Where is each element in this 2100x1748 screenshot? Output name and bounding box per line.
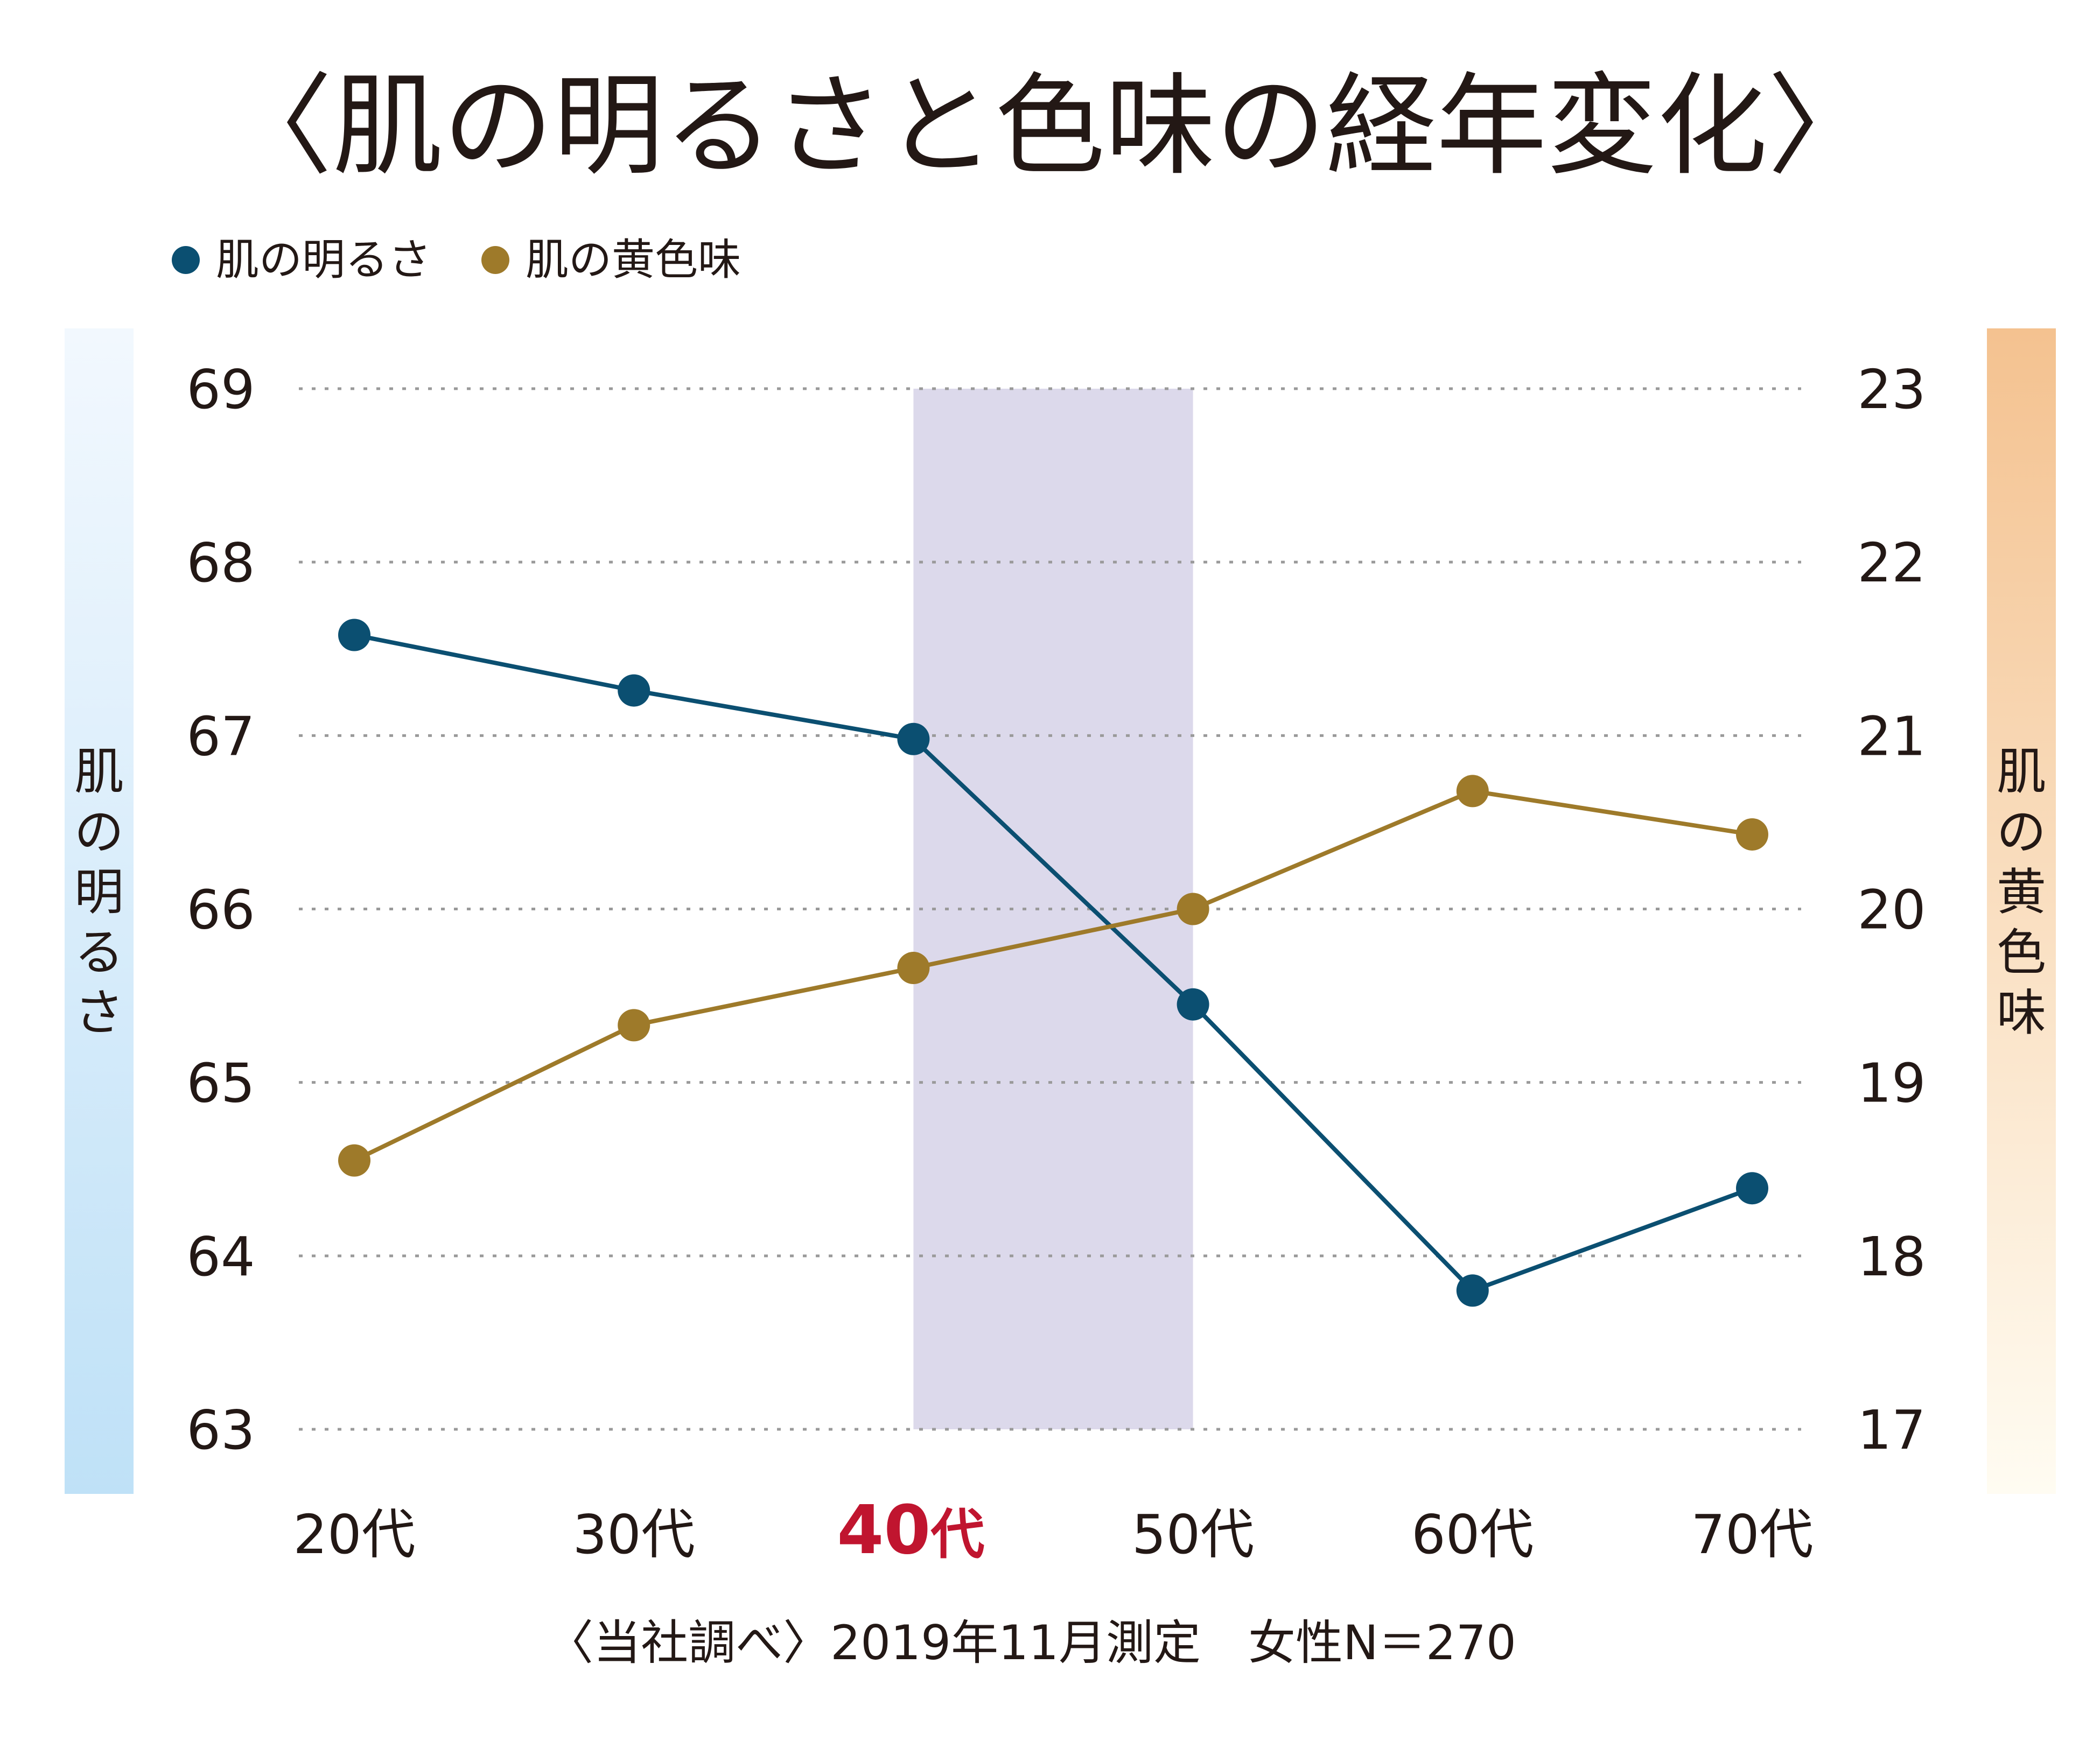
legend: 肌の明るさ 肌の黄色味 [172, 235, 741, 285]
x-tick-label: 40代 [837, 1491, 984, 1569]
data-point [338, 619, 370, 651]
axis-title-char: 肌 [74, 743, 124, 801]
x-tick-label: 70代 [1691, 1503, 1813, 1566]
axis-title-char: 黄 [1997, 864, 2046, 921]
series-line [353, 789, 1753, 1163]
x-tick-label: 60代 [1411, 1503, 1534, 1566]
right-tick-label: 20 [1857, 879, 1926, 942]
axis-title-char: 明 [74, 864, 124, 921]
x-tick-label: 30代 [573, 1503, 695, 1566]
left-axis-title: 肌の明るさ [74, 743, 124, 1042]
highlight-band [913, 389, 1193, 1429]
axis-title-char: さ [74, 984, 124, 1042]
data-point [1456, 775, 1489, 808]
axis-title-char: 味 [1997, 984, 2046, 1042]
data-point [1177, 893, 1209, 925]
legend-marker [481, 246, 509, 274]
right-tick-label: 17 [1857, 1399, 1926, 1462]
axis-title-char: の [74, 803, 124, 861]
right-axis-band [1987, 328, 2056, 1494]
data-point [897, 722, 930, 755]
left-tick-label: 65 [186, 1052, 255, 1115]
legend-marker [172, 246, 200, 274]
right-axis-title: 肌の黄色味 [1997, 743, 2046, 1042]
data-point [1736, 818, 1768, 851]
left-tick-label: 67 [186, 705, 255, 768]
left-axis-band [65, 328, 134, 1494]
axis-title-char: の [1997, 803, 2046, 861]
axis-title-char: 肌 [1997, 743, 2046, 801]
left-tick-label: 63 [186, 1399, 255, 1462]
chart-title: 〈肌の明るさと色味の経年変化〉 [222, 62, 1878, 191]
left-tick-label: 64 [186, 1225, 255, 1288]
data-point [338, 1144, 370, 1177]
axis-title-char: る [74, 924, 124, 981]
x-tick-label: 20代 [293, 1503, 415, 1566]
data-point [618, 1009, 650, 1042]
data-point [618, 674, 650, 707]
right-tick-label: 19 [1857, 1052, 1926, 1115]
footnote: 〈当社調べ〉2019年11月測定 女性N＝270 [546, 1615, 1516, 1670]
x-tick-label: 50代 [1132, 1503, 1254, 1566]
right-tick-label: 18 [1857, 1225, 1926, 1288]
right-tick-label: 22 [1857, 531, 1926, 594]
left-tick-label: 66 [186, 879, 255, 942]
left-tick-label: 69 [186, 358, 255, 421]
data-point [897, 952, 930, 985]
data-point [1736, 1172, 1768, 1205]
left-tick-label: 68 [186, 531, 255, 594]
series-line [354, 633, 1753, 1293]
legend-label: 肌の明るさ [216, 235, 431, 285]
axis-title-char: 色 [1997, 924, 2046, 981]
right-tick-label: 23 [1857, 358, 1926, 421]
data-point [1177, 988, 1209, 1021]
right-tick-label: 21 [1857, 705, 1926, 768]
legend-label: 肌の黄色味 [526, 235, 741, 285]
data-point [1456, 1274, 1489, 1307]
